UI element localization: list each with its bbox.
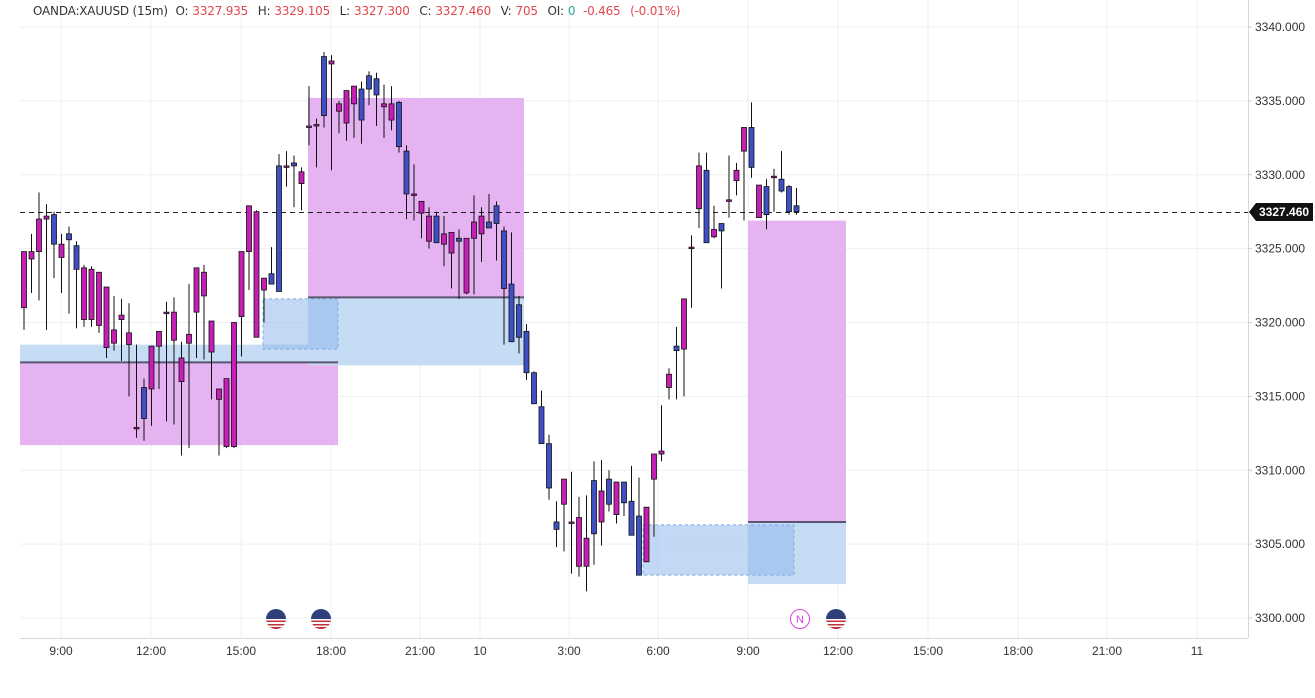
last-price-tag: 3327.460 [1248, 203, 1314, 221]
change-percent: (-0.01%) [630, 4, 681, 18]
time-tick-label: 12:00 [823, 644, 853, 658]
price-tick-label: 3330.000 [1255, 168, 1305, 182]
close-label: C: [419, 4, 432, 18]
price-tick-label: 3335.000 [1255, 94, 1305, 108]
time-tick-label: 9:00 [736, 644, 760, 658]
price-tick-label: 3300.000 [1255, 611, 1305, 625]
price-tick-label: 3315.000 [1255, 389, 1305, 403]
open-label: O: [175, 4, 189, 18]
price-tick-label: 3310.000 [1255, 463, 1305, 477]
time-tick-label: 10 [473, 644, 487, 658]
time-tick-label: 12:00 [136, 644, 166, 658]
high-label: H: [257, 4, 271, 18]
time-tick-label: 18:00 [316, 644, 346, 658]
blue-zone[interactable] [20, 344, 338, 363]
candlesticks [21, 52, 800, 592]
price-tick-label: 3340.000 [1255, 20, 1305, 34]
blue-dashed-zone[interactable] [642, 524, 795, 576]
low-label: L: [339, 4, 351, 18]
supply-demand-zones[interactable] [20, 97, 846, 585]
volume-label: V: [500, 4, 512, 18]
time-tick-label: 6:00 [646, 644, 670, 658]
time-tick-label: 3:00 [557, 644, 581, 658]
change-value: -0.465 [582, 4, 621, 18]
pink-zone[interactable] [308, 97, 524, 298]
time-tick-label: 15:00 [913, 644, 943, 658]
ohlc-legend: OANDA:XAUUSD (15m) O: 3327.935 H: 3329.105… [33, 4, 686, 18]
time-axis[interactable]: 9:00 12:00 15:00 18:00 21:00 10 3:00 6:00 9:00 12… [49, 644, 1203, 658]
time-tick-label: 21:00 [405, 644, 435, 658]
volume-value: 705 [515, 4, 539, 18]
news-icon[interactable]: N [790, 609, 810, 629]
us-flag-icon[interactable] [826, 609, 846, 629]
time-tick-label: 21:00 [1092, 644, 1122, 658]
high-value: 3329.105 [274, 4, 331, 18]
price-axis[interactable]: 3340.000 3335.000 3330.000 3325.000 3320.000… [1248, 20, 1305, 625]
close-value: 3327.460 [435, 4, 492, 18]
time-tick-label: 18:00 [1003, 644, 1033, 658]
blue-zone[interactable] [308, 297, 524, 366]
price-tick-label: 3320.000 [1255, 316, 1305, 330]
symbol-label[interactable]: OANDA:XAUUSD (15m) [33, 4, 168, 18]
oi-value: 0 [567, 4, 576, 18]
us-flag-icon[interactable] [266, 609, 286, 629]
low-value: 3327.300 [354, 4, 410, 18]
time-tick-label: 15:00 [226, 644, 256, 658]
price-tick-label: 3325.000 [1255, 242, 1305, 256]
us-flag-icon[interactable] [311, 609, 331, 629]
pink-zone[interactable] [748, 220, 846, 522]
oi-label: OI: [547, 4, 564, 18]
price-tick-label: 3305.000 [1255, 537, 1305, 551]
blue-dashed-zone[interactable] [262, 298, 339, 350]
time-tick-label: 11 [1191, 644, 1204, 658]
time-tick-label: 9:00 [49, 644, 73, 658]
open-value: 3327.935 [192, 4, 249, 18]
